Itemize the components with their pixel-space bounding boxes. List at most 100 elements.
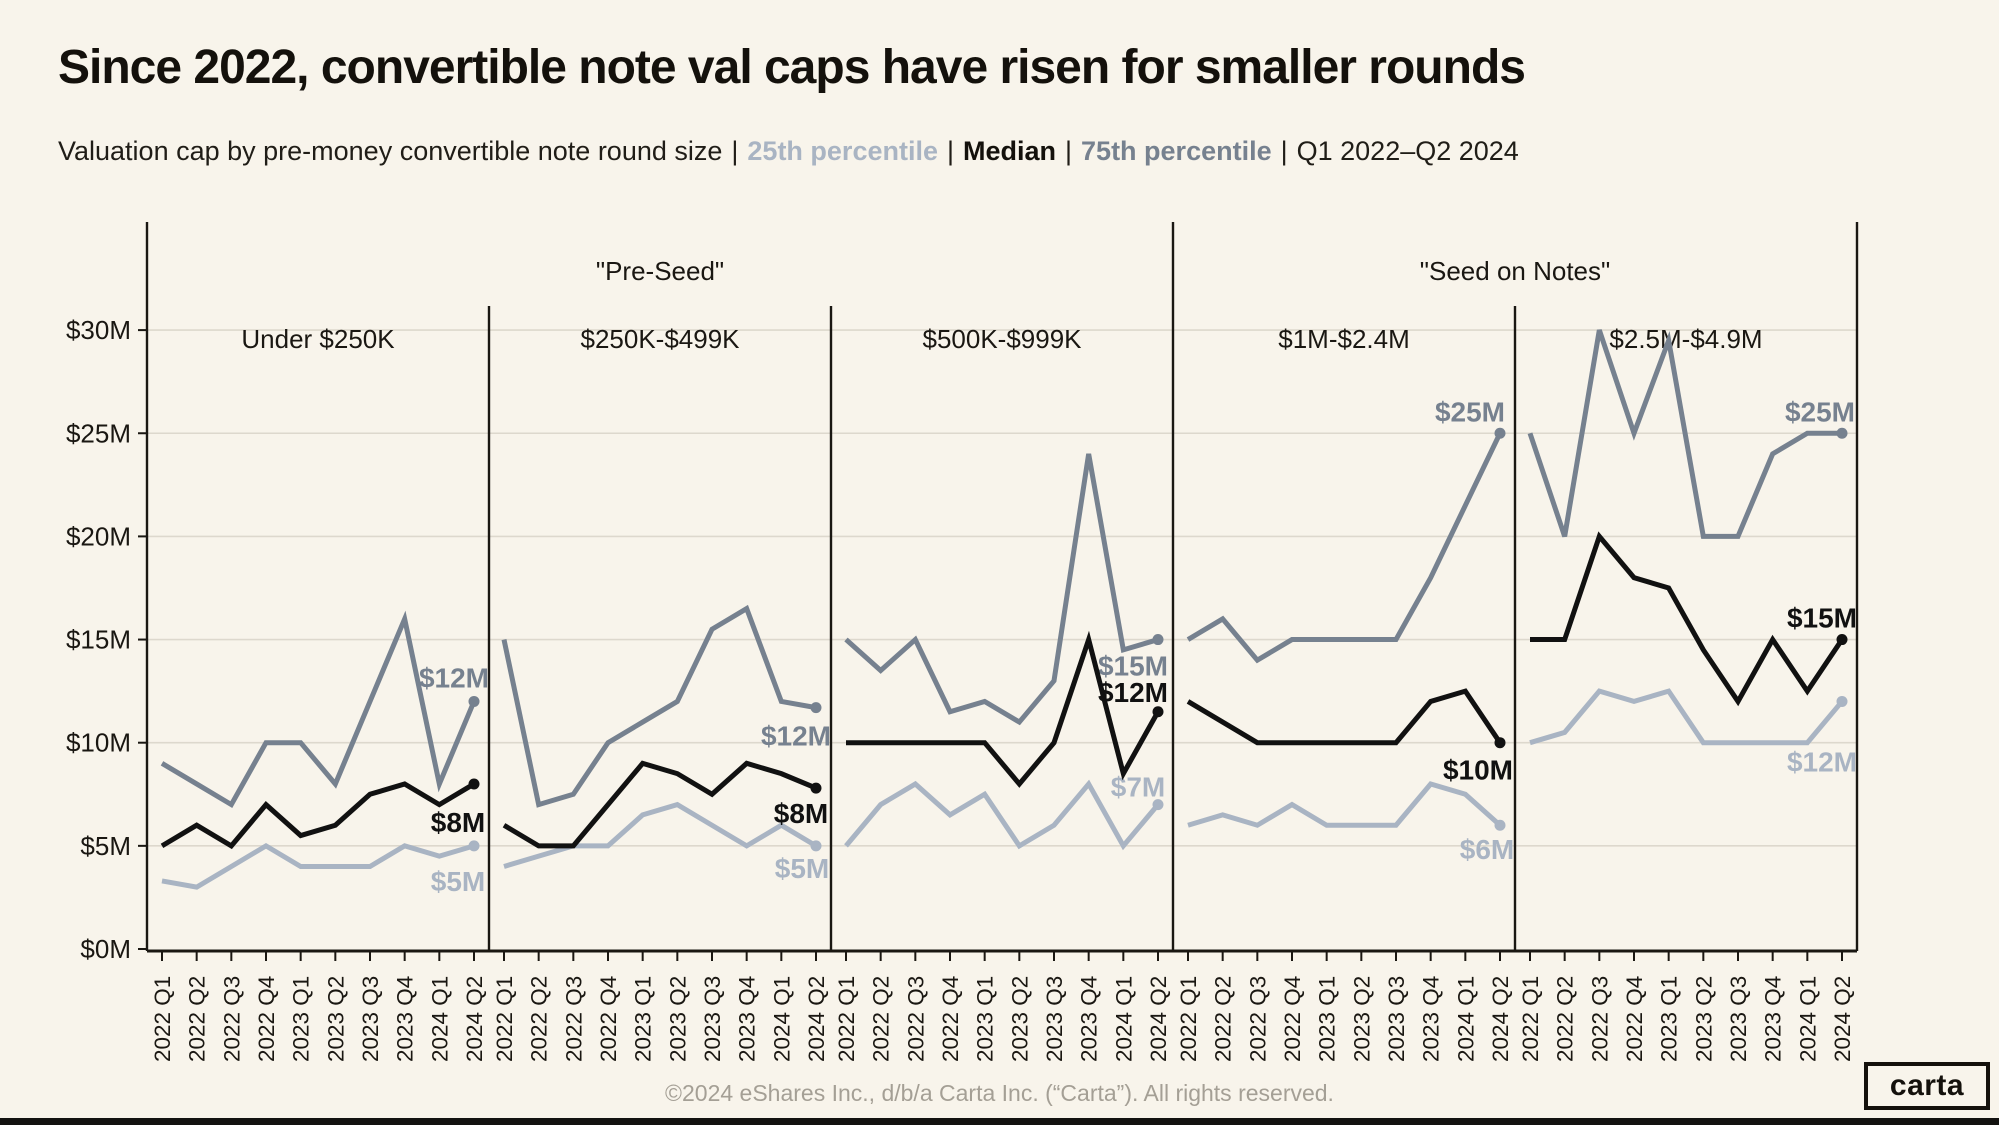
- subtitle-period: Q1 2022–Q2 2024: [1296, 136, 1519, 166]
- legend-75th-percentile: 75th percentile: [1081, 136, 1272, 166]
- y-tick-label: $5M: [80, 831, 131, 861]
- panel-header-2: $500K-$999K: [922, 324, 1082, 354]
- x-label: 2023 Q4: [735, 976, 760, 1062]
- panel-0-median-end-label: $8M: [431, 807, 485, 838]
- chart-title: Since 2022, convertible note val caps ha…: [58, 41, 1526, 94]
- panel-header-0: Under $250K: [241, 324, 395, 354]
- panel-0-p75-end-label: $12M: [419, 662, 489, 693]
- panel-3-median-line: [1186, 688, 1503, 746]
- x-label: 2024 Q2: [804, 976, 829, 1062]
- x-label: 2022 Q4: [254, 976, 279, 1062]
- x-label: 2023 Q4: [1419, 976, 1444, 1062]
- x-label: 2022 Q2: [869, 976, 894, 1062]
- panel-2-p75-end-label: $15M: [1098, 651, 1168, 682]
- panel-3-p75-end-label: $25M: [1435, 396, 1505, 427]
- panel-4-median-line: [1530, 531, 1845, 707]
- x-label: 2023 Q1: [1315, 976, 1340, 1062]
- panel-2-p25-end-label: $7M: [1111, 772, 1165, 803]
- x-label: 2022 Q3: [903, 976, 928, 1062]
- x-label: 2023 Q2: [1691, 976, 1716, 1062]
- panel-header-3: $1M-$2.4M: [1278, 324, 1410, 354]
- x-label: 2023 Q2: [323, 976, 348, 1062]
- group-header: "Seed on Notes": [1420, 256, 1610, 286]
- panel-2-median-line: [846, 630, 1161, 788]
- panel-3-p25-end-label: $6M: [1460, 834, 1514, 865]
- copyright-footer: ©2024 eShares Inc., d/b/a Carta Inc. (“C…: [665, 1080, 1334, 1106]
- x-label: 2024 Q1: [1795, 976, 1820, 1062]
- x-label: 2022 Q3: [1245, 976, 1270, 1062]
- carta-logo: carta: [1864, 1062, 1990, 1110]
- panel-4-p75-end-label: $25M: [1785, 396, 1855, 427]
- panel-0-p75-end-dot: [468, 695, 480, 707]
- subtitle-separator: |: [946, 136, 954, 166]
- subtitle-description: Valuation cap by pre-money convertible n…: [58, 136, 723, 166]
- chart-subtitle: Valuation cap by pre-money convertible n…: [58, 136, 1519, 167]
- x-label: 2024 Q2: [1830, 976, 1855, 1062]
- panel-3-p75-line: [1186, 432, 1503, 664]
- x-label: 2023 Q1: [1657, 976, 1682, 1062]
- x-label: 2022 Q2: [527, 976, 552, 1062]
- y-tick-label: $0M: [80, 934, 131, 964]
- legend-25th-percentile: 25th percentile: [747, 136, 938, 166]
- panel-1-median-end-dot: [810, 782, 822, 794]
- x-label: 2023 Q2: [1349, 976, 1374, 1062]
- panel-3-p75-end-dot: [1494, 427, 1506, 439]
- x-label: 2024 Q1: [1453, 976, 1478, 1062]
- x-label: 2023 Q3: [700, 976, 725, 1062]
- x-label: 2022 Q3: [1587, 976, 1612, 1062]
- group-header: "Pre-Seed": [596, 256, 724, 286]
- subtitle-separator: |: [1280, 136, 1288, 166]
- panel-3-p25-line: [1187, 781, 1502, 828]
- x-label: 2023 Q1: [289, 976, 314, 1062]
- x-label: 2023 Q3: [1384, 976, 1409, 1062]
- x-label: 2022 Q2: [1211, 976, 1236, 1062]
- panel-header-1: $250K-$499K: [580, 324, 740, 354]
- x-label: 2023 Q4: [1077, 976, 1102, 1062]
- subtitle-separator: |: [1065, 136, 1073, 166]
- panel-4-p25-end-label: $12M: [1787, 746, 1857, 777]
- x-label: 2022 Q4: [596, 976, 621, 1062]
- x-label: 2024 Q1: [769, 976, 794, 1062]
- panel-0-p25-line: [161, 842, 475, 890]
- panel-2-p25-line: [844, 779, 1160, 851]
- y-tick-label: $15M: [66, 625, 131, 655]
- x-label: 2022 Q1: [1518, 976, 1543, 1062]
- panel-1-p25-end-dot: [810, 840, 822, 852]
- panel-0-median-end-dot: [468, 778, 480, 790]
- x-label: 2023 Q4: [1761, 976, 1786, 1062]
- panel-4-median-end-label: $15M: [1787, 603, 1857, 634]
- x-label: 2024 Q1: [1111, 976, 1136, 1062]
- panel-3-p25-end-dot: [1494, 819, 1506, 831]
- y-tick-label: $25M: [66, 418, 131, 448]
- x-label: 2022 Q4: [1622, 976, 1647, 1062]
- subtitle-separator: |: [731, 136, 739, 166]
- x-label: 2023 Q3: [358, 976, 383, 1062]
- x-label: 2022 Q1: [834, 976, 859, 1062]
- panel-4-p25-end-dot: [1836, 695, 1848, 707]
- y-tick-label: $20M: [66, 521, 131, 551]
- x-label: 2024 Q2: [462, 976, 487, 1062]
- x-label: 2022 Q4: [1280, 976, 1305, 1062]
- panel-0-p75-line: [160, 610, 477, 809]
- x-label: 2022 Q1: [492, 976, 517, 1062]
- x-label: 2022 Q4: [938, 976, 963, 1062]
- panel-1-p75-end-label: $12M: [761, 721, 831, 752]
- panel-2-p75-line: [844, 453, 1159, 726]
- panel-2-median-end-dot: [1152, 706, 1164, 718]
- panel-header-4: $2.5M-$4.9M: [1609, 324, 1762, 354]
- panel-1-median-line: [502, 760, 817, 849]
- x-label: 2024 Q2: [1146, 976, 1171, 1062]
- x-label: 2023 Q2: [1007, 976, 1032, 1062]
- panel-4-p75-line: [1527, 329, 1842, 539]
- x-label: 2023 Q4: [393, 976, 418, 1062]
- x-label: 2023 Q3: [1042, 976, 1067, 1062]
- x-label: 2024 Q1: [427, 976, 452, 1062]
- y-tick-label: $30M: [66, 315, 131, 345]
- x-label: 2023 Q2: [665, 976, 690, 1062]
- panel-4-p25-line: [1529, 688, 1844, 746]
- panel-3-median-end-label: $10M: [1443, 755, 1513, 786]
- panel-0-p25-end-dot: [468, 840, 480, 852]
- panel-4-p75-end-dot: [1836, 427, 1848, 439]
